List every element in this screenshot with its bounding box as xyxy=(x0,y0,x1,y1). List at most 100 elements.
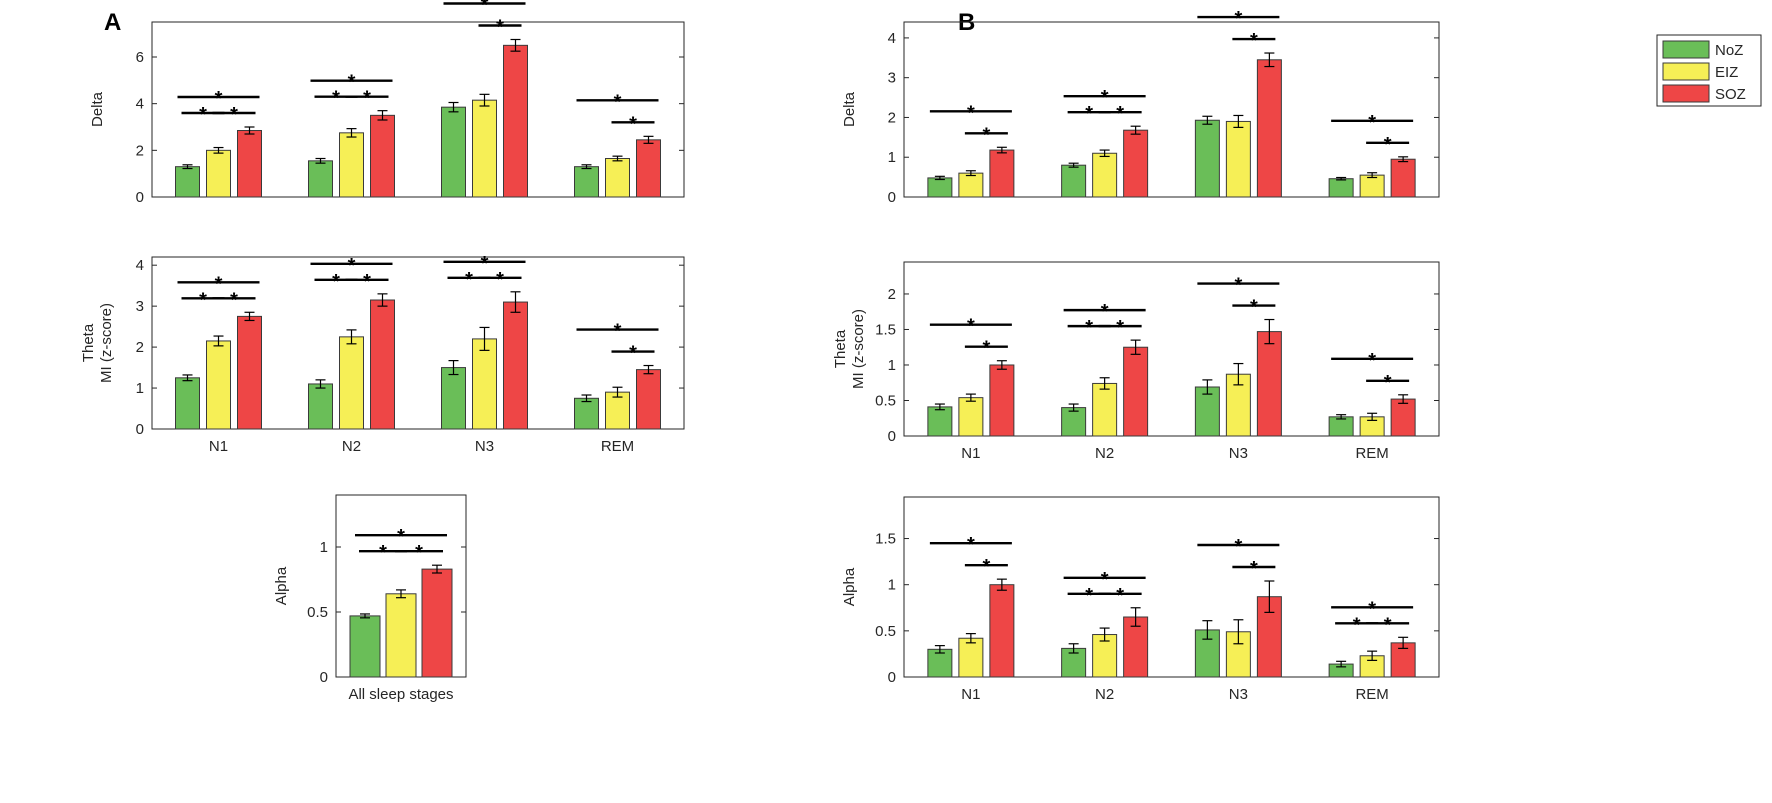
significance-star: * xyxy=(967,102,975,124)
significance-star: * xyxy=(215,273,223,295)
x-tick-label: REM xyxy=(1355,686,1388,703)
significance-star: * xyxy=(982,338,990,360)
significance-star: * xyxy=(614,321,622,343)
bar-eiz xyxy=(1225,120,1251,198)
y-tick-label: 4 xyxy=(136,96,144,113)
bar-noz xyxy=(1328,178,1354,198)
y-tick-label: 1 xyxy=(136,380,144,397)
significance-star: * xyxy=(982,124,990,146)
axes-frame xyxy=(151,256,685,430)
bar-eiz xyxy=(958,397,984,437)
bar-soz xyxy=(1123,616,1149,678)
bar-soz xyxy=(370,299,395,430)
y-tick-label: 0 xyxy=(320,669,328,686)
y-tick-label: 0.5 xyxy=(875,623,896,640)
chart-a-theta: 0 1 2 3 4 Theta MI (z-score) N1 * * * N2 * * * N3 * * * REM… xyxy=(80,253,685,455)
y-tick-label: 0 xyxy=(136,421,144,438)
significance-star: * xyxy=(348,72,356,94)
significance-star: * xyxy=(481,253,489,275)
bar-eiz xyxy=(472,338,497,430)
significance-star: * xyxy=(1250,30,1258,52)
x-tick-label: REM xyxy=(1355,445,1388,462)
significance-star: * xyxy=(1250,297,1258,319)
bar-noz xyxy=(927,406,953,437)
y-tick-label: 3 xyxy=(888,70,896,87)
bar-noz xyxy=(308,383,333,430)
bar-soz xyxy=(237,130,262,198)
axes-frame xyxy=(903,261,1440,437)
x-tick-label: N3 xyxy=(475,438,494,455)
bar-noz xyxy=(574,397,599,430)
bar-noz xyxy=(1194,386,1220,437)
y-tick-label: 2 xyxy=(888,109,896,126)
legend-label-eiz: EIZ xyxy=(1715,64,1738,81)
significance-star: * xyxy=(332,271,340,293)
bar-soz xyxy=(989,584,1015,678)
significance-star: * xyxy=(481,0,489,17)
bar-eiz xyxy=(472,99,497,198)
significance-star: * xyxy=(1085,585,1093,607)
bar-soz xyxy=(636,369,661,430)
y-tick-label: 1.5 xyxy=(875,531,896,548)
y-tick-label: 4 xyxy=(136,257,144,274)
y-tick-label: 2 xyxy=(136,339,144,356)
bar-noz xyxy=(927,177,953,198)
significance-star: * xyxy=(397,526,405,548)
significance-star: * xyxy=(199,104,207,126)
y-axis-label: MI (z-score) xyxy=(98,303,115,383)
significance-star: * xyxy=(1384,134,1392,156)
x-tick-label: All sleep stages xyxy=(348,686,453,703)
y-tick-label: 1 xyxy=(888,149,896,166)
chart-b-delta: 0 1 2 3 4 Delta * * * * * * * * * xyxy=(841,8,1440,206)
legend-label-noz: NoZ xyxy=(1715,42,1743,59)
significance-star: * xyxy=(1234,536,1242,558)
significance-star: * xyxy=(1101,569,1109,591)
bar-eiz xyxy=(958,637,984,678)
y-tick-label: 0.5 xyxy=(307,604,328,621)
y-tick-label: 0 xyxy=(888,669,896,686)
legend: NoZ EIZ SOZ xyxy=(1656,34,1762,107)
bar-eiz xyxy=(605,158,630,198)
bar-soz xyxy=(1123,346,1149,437)
significance-star: * xyxy=(348,255,356,277)
bar-eiz xyxy=(206,340,231,430)
x-tick-label: N1 xyxy=(961,686,980,703)
legend-swatch-eiz xyxy=(1662,62,1710,81)
significance-star: * xyxy=(1234,8,1242,30)
bar-eiz xyxy=(1092,152,1118,198)
x-tick-label: N2 xyxy=(1095,686,1114,703)
significance-star: * xyxy=(465,269,473,291)
significance-star: * xyxy=(1116,585,1124,607)
bar-soz xyxy=(1256,331,1282,437)
y-tick-label: 0 xyxy=(888,428,896,445)
bar-soz xyxy=(1390,158,1416,198)
bar-noz xyxy=(441,367,466,430)
y-axis-label: Delta xyxy=(89,91,106,127)
bar-soz xyxy=(1256,59,1282,198)
chart-b-alpha: 0 0.5 1 1.5 Alpha N1 * * N2 * * * N3 * * REM * * * xyxy=(841,496,1440,703)
chart-b-theta: 0 0.5 1 1.5 2 Theta MI (z-score) N1 * * N2 * * * N3 * * R… xyxy=(832,261,1440,462)
bar-noz xyxy=(308,160,333,198)
bar-noz xyxy=(349,615,381,678)
x-tick-label: N3 xyxy=(1229,445,1248,462)
significance-star: * xyxy=(199,289,207,311)
y-axis-label: MI (z-score) xyxy=(850,309,867,389)
significance-star: * xyxy=(1368,112,1376,134)
bar-eiz xyxy=(1092,634,1118,678)
significance-star: * xyxy=(614,91,622,113)
significance-star: * xyxy=(1384,614,1392,636)
significance-star: * xyxy=(1250,558,1258,580)
significance-star: * xyxy=(982,556,990,578)
y-tick-label: 0 xyxy=(136,189,144,206)
bar-eiz xyxy=(1359,174,1385,198)
significance-star: * xyxy=(1368,598,1376,620)
bar-noz xyxy=(1194,119,1220,198)
significance-star: * xyxy=(1116,317,1124,339)
x-tick-label: N1 xyxy=(209,438,228,455)
significance-star: * xyxy=(363,271,371,293)
bar-eiz xyxy=(339,336,364,430)
significance-star: * xyxy=(1101,87,1109,109)
legend-swatch-soz xyxy=(1662,84,1710,103)
bar-soz xyxy=(989,149,1015,198)
